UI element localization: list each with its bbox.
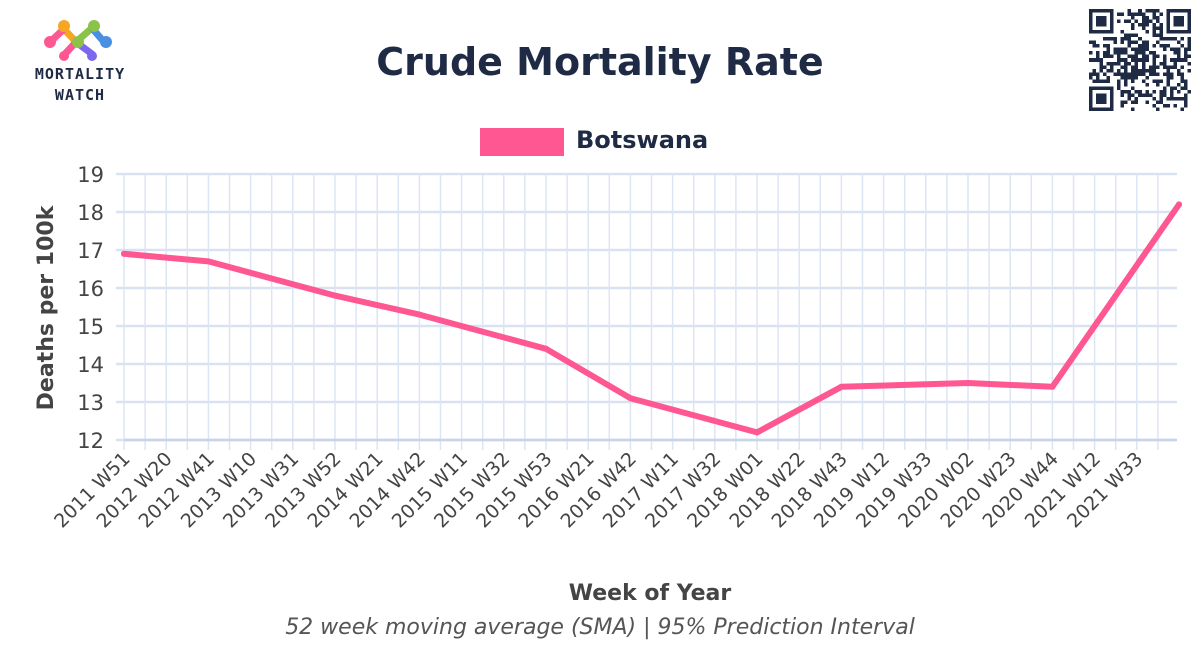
y-tick-label: 16 (77, 277, 104, 301)
logo-text-line2: WATCH (54, 86, 106, 104)
y-tick-label: 18 (77, 201, 104, 225)
y-axis-ticks: 12 13 14 15 16 17 18 19 (77, 163, 104, 453)
mortality-watch-logo: MORTALITY WATCH (14, 16, 146, 108)
y-tick-label: 13 (77, 391, 104, 415)
qr-code-icon[interactable] (1089, 9, 1191, 111)
logo-molecule-icon (44, 20, 112, 61)
series-point-botswana[interactable] (627, 395, 634, 402)
series-point-botswana[interactable] (205, 258, 212, 265)
legend-swatch-botswana (480, 128, 564, 156)
x-axis-label: Week of Year (569, 581, 732, 606)
y-tick-label: 15 (77, 315, 104, 339)
series-point-botswana[interactable] (1049, 383, 1056, 390)
series-point-botswana[interactable] (1176, 201, 1182, 208)
legend-label-botswana: Botswana (576, 126, 709, 154)
chart-subtitle: 52 week moving average (SMA) | 95% Predi… (285, 615, 915, 640)
y-tick-label: 12 (77, 429, 104, 453)
series-point-botswana[interactable] (332, 292, 338, 299)
series-point-botswana[interactable] (838, 383, 845, 390)
y-tick-label: 14 (77, 353, 104, 377)
y-tick-label: 19 (77, 163, 104, 187)
y-axis-label: Deaths per 100k (34, 204, 59, 410)
series-point-botswana[interactable] (121, 250, 127, 257)
chart-title: Crude Mortality Rate (376, 40, 824, 84)
series-point-botswana[interactable] (754, 429, 760, 436)
y-tick-label: 17 (77, 239, 104, 263)
series-layer (121, 201, 1182, 436)
chart-grid (116, 172, 1177, 450)
logo-text-line1: MORTALITY (34, 65, 126, 83)
series-point-botswana[interactable] (965, 380, 971, 386)
series-point-botswana[interactable] (416, 311, 423, 318)
series-point-botswana[interactable] (543, 345, 549, 352)
